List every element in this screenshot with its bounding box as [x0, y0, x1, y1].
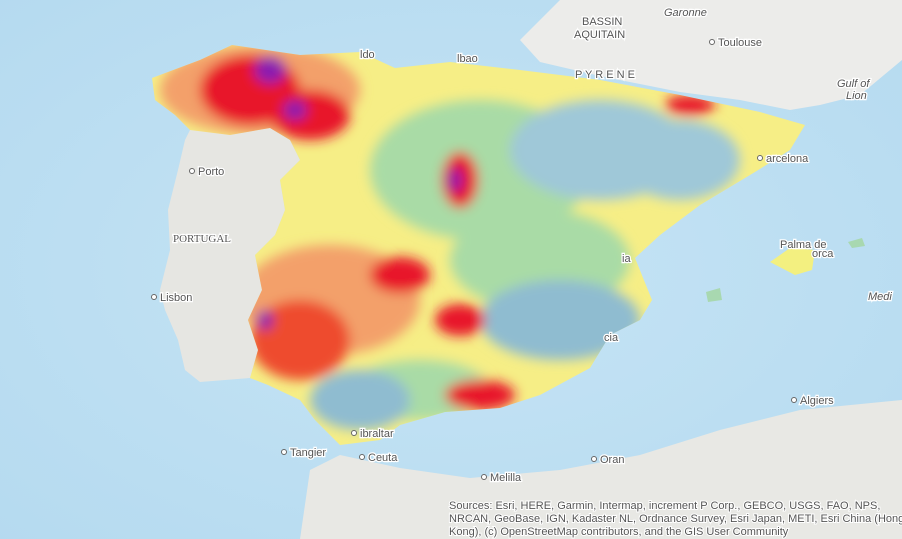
city-dot [189, 168, 195, 174]
attribution-line: Sources: Esri, HERE, Garmin, Intermap, i… [449, 500, 880, 512]
city-dot [151, 294, 157, 300]
attribution: Sources: Esri, HERE, Garmin, Intermap, i… [448, 499, 902, 539]
city-label: orca [812, 248, 834, 260]
city-dot [359, 454, 365, 460]
sea-label: Medi [868, 291, 892, 303]
city-label: cia [604, 332, 619, 344]
city-label: lbao [457, 53, 478, 65]
city-label: ldo [360, 49, 375, 61]
place-label: AQUITAIN [574, 29, 625, 41]
city-label: Lisbon [160, 292, 192, 304]
country-label: PORTUGAL [173, 233, 231, 245]
city-label: Ceuta [368, 452, 398, 464]
city-dot [351, 430, 357, 436]
north-africa [300, 400, 902, 539]
place-label: BASSIN [582, 16, 622, 28]
region-label: P Y R E N E [575, 69, 635, 81]
city-label: Tangier [290, 447, 326, 459]
city-label: ia [622, 253, 631, 265]
city-label: Palma de [780, 239, 826, 251]
city-dot [709, 39, 715, 45]
city-label: Algiers [800, 395, 834, 407]
ibiza [706, 288, 722, 302]
attribution-line: Kong), (c) OpenStreetMap contributors, a… [449, 526, 789, 538]
city-dot [591, 456, 597, 462]
river-label: Garonne [664, 7, 707, 19]
attribution-line: NRCAN, GeoBase, IGN, Kadaster NL, Ordnan… [449, 513, 902, 525]
city-dot [791, 397, 797, 403]
sea-label: Gulf of [837, 78, 870, 90]
city-label: Toulouse [718, 37, 762, 49]
sea-label: Lion [846, 90, 867, 102]
heat-blobs [160, 45, 740, 430]
city-label: Porto [198, 166, 224, 178]
city-label: Melilla [490, 472, 522, 484]
france [520, 0, 902, 110]
mallorca [770, 248, 815, 275]
city-label: ibraltar [360, 428, 394, 440]
city-label: Oran [600, 454, 624, 466]
city-dot [281, 449, 287, 455]
city-label: arcelona [766, 153, 809, 165]
menorca [848, 238, 865, 248]
portugal [160, 128, 300, 382]
city-dot [481, 474, 487, 480]
city-dot [757, 155, 763, 161]
